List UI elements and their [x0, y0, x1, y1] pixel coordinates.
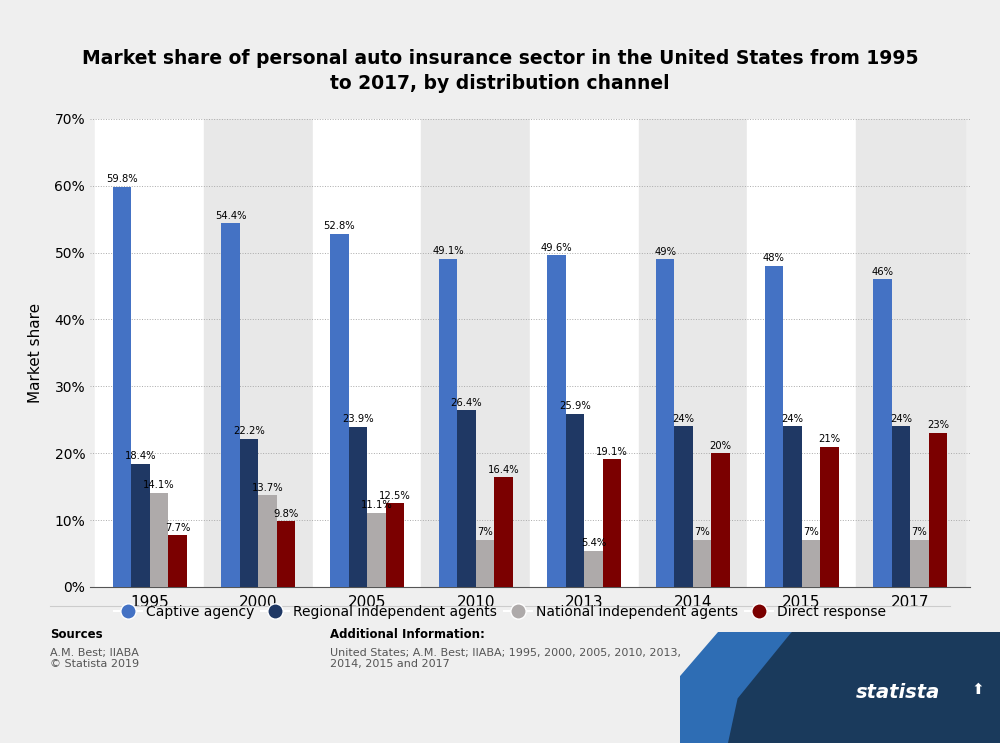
Bar [386, 504, 404, 587]
Text: 49%: 49% [654, 247, 676, 256]
Text: A.M. Best; IIABA
© Statista 2019: A.M. Best; IIABA © Statista 2019 [50, 648, 139, 669]
Bar [277, 522, 295, 587]
Bar [566, 414, 584, 587]
Bar [693, 540, 711, 587]
Text: 24%: 24% [890, 414, 912, 424]
Bar [892, 426, 910, 587]
Text: 7%: 7% [803, 528, 819, 537]
Text: 16.4%: 16.4% [488, 464, 519, 475]
Bar [674, 426, 693, 587]
Bar [204, 119, 313, 587]
Bar [910, 540, 929, 587]
Bar [330, 234, 349, 587]
Text: 49.6%: 49.6% [541, 243, 572, 253]
Text: 24%: 24% [673, 414, 695, 424]
Text: 46%: 46% [872, 267, 894, 276]
Bar [802, 540, 820, 587]
Bar [221, 223, 240, 587]
Bar [530, 119, 639, 587]
Text: 7%: 7% [912, 528, 927, 537]
Bar [494, 477, 513, 587]
Bar [873, 279, 892, 587]
Bar [240, 438, 258, 587]
Text: Sources: Sources [50, 628, 103, 640]
Text: 54.4%: 54.4% [215, 210, 246, 221]
Text: ⬆: ⬆ [971, 682, 984, 697]
Text: 52.8%: 52.8% [324, 221, 355, 231]
Text: 20%: 20% [710, 441, 732, 450]
Bar [584, 551, 603, 587]
Bar [711, 453, 730, 587]
Bar [313, 119, 421, 587]
Bar [113, 187, 131, 587]
Bar [258, 496, 277, 587]
Text: 13.7%: 13.7% [252, 483, 283, 493]
Text: Additional Information:: Additional Information: [330, 628, 485, 640]
Text: 59.8%: 59.8% [106, 175, 138, 184]
Bar [547, 256, 566, 587]
Bar [856, 119, 965, 587]
Text: 22.2%: 22.2% [233, 426, 265, 436]
Text: 48%: 48% [763, 253, 785, 263]
Bar [457, 410, 476, 587]
Bar [603, 459, 621, 587]
Text: 7%: 7% [694, 528, 710, 537]
Text: 18.4%: 18.4% [125, 451, 156, 461]
Bar [476, 540, 494, 587]
Text: 25.9%: 25.9% [559, 401, 591, 411]
Text: 21%: 21% [818, 434, 840, 444]
Text: 5.4%: 5.4% [581, 538, 606, 548]
Bar [639, 119, 747, 587]
Text: 23%: 23% [927, 421, 949, 430]
Bar [439, 259, 457, 587]
Text: Market share of personal auto insurance sector in the United States from 1995
to: Market share of personal auto insurance … [82, 49, 918, 93]
Text: statista: statista [855, 684, 940, 702]
Text: 12.5%: 12.5% [379, 490, 411, 501]
Text: 26.4%: 26.4% [451, 398, 482, 408]
Bar [747, 119, 856, 587]
Legend: Captive agency, Regional independent agents, National independent agents, Direct: Captive agency, Regional independent age… [114, 605, 886, 619]
Text: 7.7%: 7.7% [165, 523, 190, 533]
Bar [783, 426, 802, 587]
Polygon shape [680, 632, 792, 743]
Bar [349, 427, 367, 587]
Text: 7%: 7% [477, 528, 493, 537]
Polygon shape [696, 632, 1000, 743]
Bar [820, 447, 839, 587]
Bar [131, 464, 150, 587]
Bar [95, 119, 204, 587]
Text: 11.1%: 11.1% [360, 500, 392, 510]
Y-axis label: Market share: Market share [28, 303, 43, 403]
Text: United States; A.M. Best; IIABA; 1995, 2000, 2005, 2010, 2013,
2014, 2015 and 20: United States; A.M. Best; IIABA; 1995, 2… [330, 648, 681, 669]
Text: 24%: 24% [781, 414, 803, 424]
Bar [168, 536, 187, 587]
Text: 49.1%: 49.1% [432, 246, 464, 256]
Bar [421, 119, 530, 587]
Text: 23.9%: 23.9% [342, 415, 374, 424]
Bar [150, 493, 168, 587]
Text: 9.8%: 9.8% [273, 509, 299, 519]
Bar [929, 433, 947, 587]
Text: 14.1%: 14.1% [143, 480, 175, 490]
Text: 19.1%: 19.1% [596, 447, 628, 456]
Bar [765, 266, 783, 587]
Bar [367, 513, 386, 587]
Bar [656, 259, 674, 587]
